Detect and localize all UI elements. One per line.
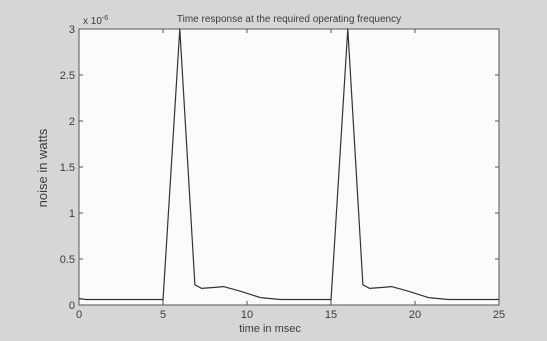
y-tick-label: 2 [69,116,75,128]
y-tick-label: 1 [69,208,75,220]
x-tick-label: 10 [241,309,253,321]
y-tick-label: 2.5 [60,70,75,82]
y-tick-label: 3 [69,24,75,36]
y-axis-ticks: 0 0.5 1 1.5 2 2.5 3 [60,24,499,312]
series-layer [78,28,499,301]
y-axis-label: noise in watts [35,128,50,207]
y-multiplier-exponent: -6 [102,15,108,22]
y-tick-label: 0 [69,300,75,312]
x-tick-label: 0 [76,309,82,321]
x-tick-label: 5 [160,309,166,321]
x-axis-ticks: 0 5 10 15 20 25 [76,29,505,321]
x-tick-label: 20 [409,309,421,321]
series-line-1 [78,28,499,301]
chart-title: Time response at the required operating … [177,14,401,25]
y-multiplier-label: x 10-6 [83,15,108,27]
x-tick-label: 25 [493,309,505,321]
y-tick-label: 1.5 [60,162,75,174]
x-axis-label: time in msec [239,323,301,335]
y-tick-label: 0.5 [60,254,75,266]
plot-area [78,28,500,306]
x-tick-label: 15 [325,309,337,321]
